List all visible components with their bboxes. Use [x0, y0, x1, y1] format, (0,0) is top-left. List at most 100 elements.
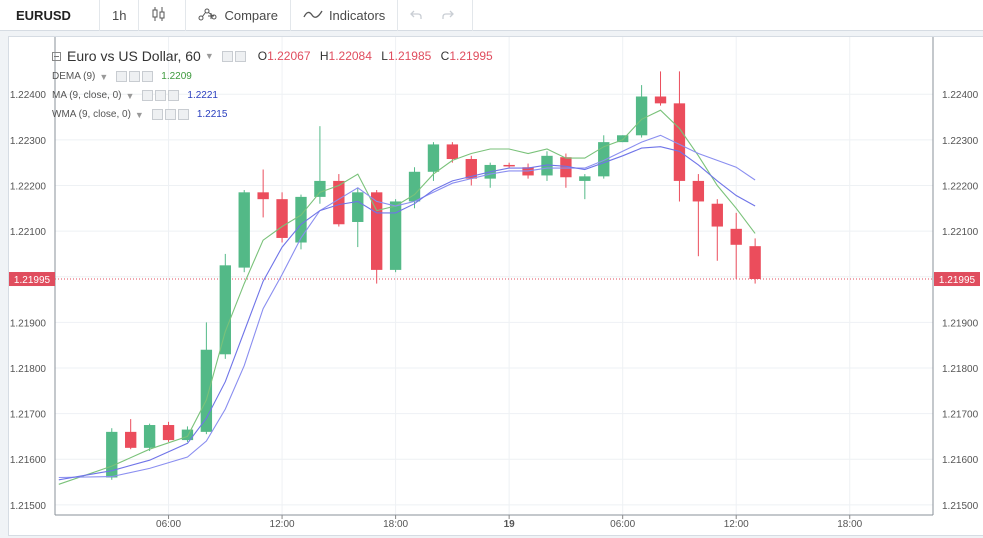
indicator-value: 1.2209 — [161, 71, 192, 82]
candle-down — [162, 425, 175, 441]
interval-selector[interactable]: 1h — [100, 0, 140, 31]
settings-icon[interactable] — [164, 109, 176, 120]
x-tick-label: 12:00 — [724, 519, 749, 530]
y-tick-label-left: 1.22100 — [10, 227, 47, 238]
eye-icon[interactable] — [116, 71, 128, 82]
axes: 1.21500 1.21500 1.21600 1.21600 1.21700 1.217… — [9, 37, 980, 530]
redo-icon[interactable] — [442, 8, 460, 23]
high-key: H — [319, 49, 329, 63]
y-tick-label-right: 1.22300 — [942, 136, 979, 147]
caret-down-icon[interactable]: ▼ — [99, 71, 109, 82]
close-key: C — [440, 49, 450, 63]
last-price-label-right: 1.21995 — [939, 275, 976, 286]
y-tick-label-right: 1.22200 — [942, 181, 979, 192]
candle-down — [446, 144, 459, 160]
open-value: 1.22067 — [267, 49, 311, 63]
y-tick-label-left: 1.21600 — [10, 455, 47, 466]
candle-down — [125, 431, 137, 448]
y-tick-label-right: 1.21500 — [942, 501, 979, 512]
undo-redo-group — [398, 0, 474, 31]
indicator-value: 1.2215 — [196, 109, 228, 120]
legend-main-row: Euro vs US Dollar, 60 ▼ O1.22067 H1.2208… — [52, 45, 493, 67]
settings-icon[interactable] — [221, 50, 233, 62]
close-icon[interactable] — [142, 71, 154, 82]
candle-down — [730, 228, 742, 245]
indicator-label[interactable]: WMA (9, close, 0) — [52, 109, 131, 120]
x-tick-label: 06:00 — [156, 519, 181, 530]
open-key: O — [257, 49, 268, 63]
y-tick-label-left: 1.22200 — [10, 181, 47, 192]
candle-up — [200, 349, 213, 432]
candle-up — [106, 431, 118, 478]
y-tick-label-right: 1.22400 — [942, 90, 979, 101]
candle-up — [314, 180, 326, 197]
indicator-label[interactable]: MA (9, close, 0) — [52, 90, 122, 101]
ohlc-values: O1.22067 H1.22084 L1.21985 C1.21995 — [252, 49, 493, 63]
caret-down-icon[interactable]: ▼ — [204, 51, 214, 61]
candle-up — [598, 142, 610, 177]
settings-icon[interactable] — [155, 90, 167, 101]
close-icon[interactable] — [177, 109, 189, 120]
caret-down-icon[interactable]: ▼ — [125, 90, 135, 101]
x-tick-label: 18:00 — [837, 519, 862, 530]
indicator-value: 1.2221 — [187, 90, 218, 101]
candle-up — [238, 192, 250, 268]
eye-icon[interactable] — [151, 109, 163, 120]
candlestick-icon — [151, 6, 173, 25]
legend-indicator-ma: MA (9, close, 0) ▼ 1.2221 — [52, 86, 493, 105]
candle-up — [352, 192, 364, 222]
indicator-label[interactable]: DEMA (9) — [52, 71, 96, 82]
caret-down-icon[interactable]: ▼ — [134, 109, 144, 120]
indicators-label: Indicators — [328, 7, 386, 23]
y-tick-label-right: 1.22100 — [942, 227, 979, 238]
eye-icon[interactable] — [234, 50, 246, 62]
y-tick-label-left: 1.21800 — [10, 364, 47, 375]
y-tick-label-left: 1.21700 — [10, 410, 47, 421]
candle-down — [333, 180, 345, 225]
candle-down — [503, 164, 515, 167]
candle-down — [673, 103, 686, 181]
candle-up — [295, 196, 307, 243]
candle-down — [465, 159, 477, 179]
compare-button[interactable]: Compare — [186, 0, 291, 31]
high-value: 1.22084 — [328, 49, 372, 63]
candle-down — [711, 203, 723, 227]
candle-up — [143, 425, 156, 448]
settings-icon[interactable] — [129, 71, 141, 82]
x-tick-label: 06:00 — [610, 519, 635, 530]
chart-type-button[interactable] — [139, 0, 187, 31]
last-price-badge-left — [9, 272, 55, 287]
legend-indicator-dema: DEMA (9) ▼ 1.2209 — [52, 67, 493, 86]
indicators-button[interactable]: Indicators — [291, 0, 399, 31]
y-tick-label-right: 1.21700 — [942, 410, 979, 421]
x-tick-label: 19 — [504, 519, 516, 530]
last-price-label-left: 1.21995 — [14, 275, 51, 286]
close-icon[interactable] — [168, 90, 180, 101]
candle-up — [408, 171, 421, 202]
candle-up — [616, 135, 629, 143]
collapse-icon[interactable] — [52, 51, 61, 61]
wma-line — [58, 146, 756, 481]
y-tick-label-right: 1.21600 — [942, 455, 979, 466]
candle-down — [257, 192, 269, 200]
candle-up — [579, 176, 591, 181]
chart-legend: Euro vs US Dollar, 60 ▼ O1.22067 H1.2208… — [52, 45, 493, 124]
candle-up — [181, 429, 194, 441]
candle-up — [389, 201, 402, 270]
y-tick-label-left: 1.21500 — [10, 501, 47, 512]
ma-line — [58, 134, 756, 479]
compare-icon — [198, 6, 224, 25]
symbol-search[interactable]: EURUSD — [0, 0, 100, 31]
eye-icon[interactable] — [142, 90, 154, 101]
candle-down — [371, 192, 383, 270]
legend-title[interactable]: Euro vs US Dollar, 60 — [67, 48, 201, 64]
last-price-badge-right — [934, 272, 980, 287]
low-value: 1.21985 — [387, 49, 432, 63]
candle-up — [635, 96, 648, 136]
legend-indicator-wma: WMA (9, close, 0) ▼ 1.2215 — [52, 105, 493, 124]
undo-icon[interactable] — [410, 8, 428, 23]
candle-up — [219, 265, 231, 355]
candle-down — [560, 157, 572, 178]
y-tick-label-left: 1.21900 — [10, 318, 47, 329]
